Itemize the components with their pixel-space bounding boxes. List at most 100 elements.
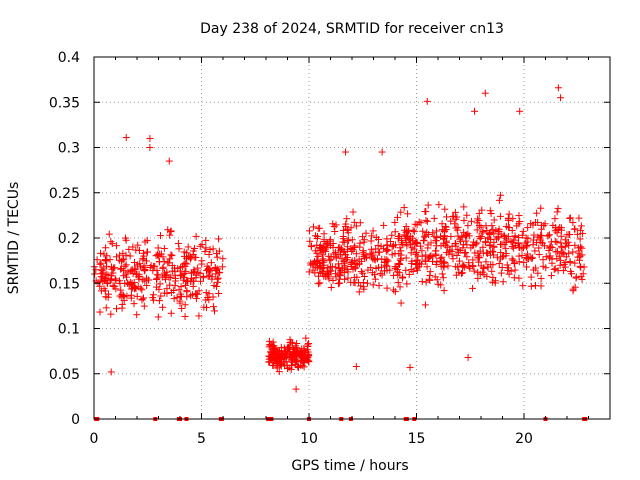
data-point [168,267,176,275]
data-point [435,201,443,209]
data-point [535,244,543,252]
data-point [309,261,317,269]
data-point [408,257,416,265]
data-point [554,204,562,212]
data-point [393,213,401,221]
data-point [451,220,459,228]
data-point [352,260,360,268]
data-point [141,277,149,285]
data-point [318,270,326,278]
data-point [195,312,203,320]
data-point [176,297,184,305]
data-point [107,310,115,318]
data-point [437,254,445,262]
data-point [432,227,440,235]
data-point [464,353,472,361]
data-point [424,241,432,249]
data-point [215,235,223,243]
data-point [202,236,210,244]
data-point [125,245,133,253]
data-point [140,302,148,310]
data-point [117,264,125,272]
data-point [471,249,479,257]
data-point [304,352,312,360]
data-point [132,246,140,254]
data-point [426,268,434,276]
data-point [482,249,490,257]
data-point [383,242,391,250]
data-point [490,251,498,259]
data-point [460,241,468,249]
data-point [192,274,200,282]
x-tick-label: 0 [90,431,99,447]
data-point [482,222,490,230]
data-point [438,270,446,278]
data-point [530,231,538,239]
data-point [97,259,105,267]
data-point [213,253,221,261]
data-point [302,334,310,342]
data-point [520,244,528,252]
data-point [277,355,285,363]
data-point [561,236,569,244]
data-point [405,270,413,278]
data-point [352,222,360,230]
x-tick-label: 5 [197,431,206,447]
data-point [112,305,120,313]
data-point [388,251,396,259]
data-point [145,276,153,284]
data-point [109,282,117,290]
data-point [126,252,134,260]
data-point [285,344,293,352]
data-point [97,273,105,281]
data-point [548,259,556,267]
data-point [539,262,547,270]
data-point [421,232,429,240]
data-point [154,313,162,321]
data-point [153,274,161,282]
data-point [551,215,559,223]
data-point [165,157,173,165]
data-point [565,241,573,249]
data-point [577,222,585,230]
data-point [287,365,295,373]
data-point [369,281,377,289]
data-point [106,256,114,264]
data-point [271,345,279,353]
data-point [423,263,431,271]
data-point [553,208,561,216]
data-point [504,232,512,240]
data-point [578,275,586,283]
data-point [575,247,583,255]
data-point [167,309,175,317]
data-point [421,301,429,309]
data-point [383,245,391,253]
data-point [402,254,410,262]
data-point [422,278,430,286]
data-point [362,229,370,237]
data-point [486,207,494,215]
data-point [187,269,195,277]
data-point [460,216,468,224]
data-point [533,209,541,217]
data-point [102,293,110,301]
data-point [306,227,314,235]
data-point [522,234,530,242]
data-point [182,267,190,275]
data-point [503,261,511,269]
data-point [218,263,226,271]
data-point [130,259,138,267]
x-tick-label: 20 [515,431,533,447]
data-point [566,214,574,222]
data-point [487,228,495,236]
data-point [430,214,438,222]
data-point [215,289,223,297]
data-point [305,340,313,348]
data-point [490,216,498,224]
data-point [198,241,206,249]
data-point [347,263,355,271]
data-point [519,282,527,290]
data-point [394,278,402,286]
data-point [203,267,211,275]
data-point [102,270,110,278]
